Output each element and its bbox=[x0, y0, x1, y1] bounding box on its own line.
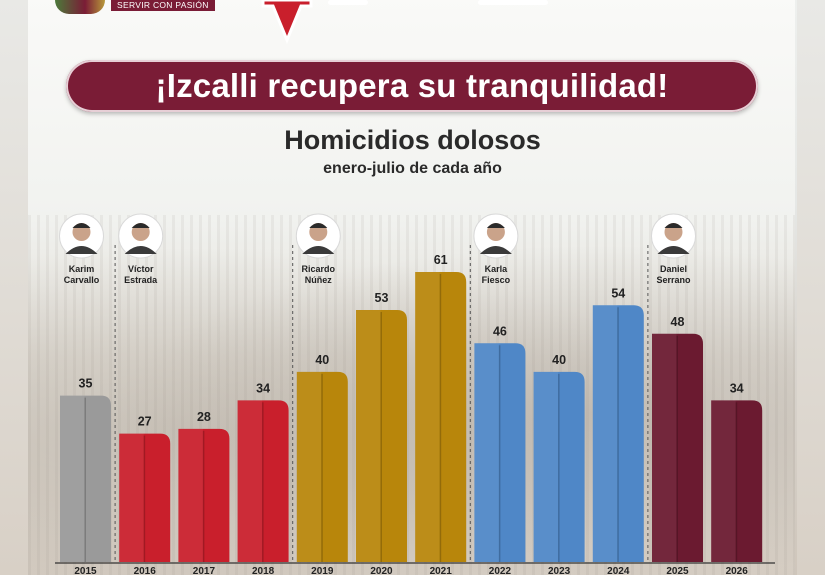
bar-highlight bbox=[356, 310, 381, 562]
portrait-body bbox=[479, 246, 512, 254]
year-label: 2020 bbox=[370, 566, 393, 575]
portrait-hair bbox=[309, 223, 328, 228]
value-label: 40 bbox=[315, 353, 329, 367]
bar-crease bbox=[143, 435, 146, 562]
bar-crease bbox=[321, 373, 323, 562]
value-label: 48 bbox=[671, 315, 685, 329]
portrait-núñez bbox=[295, 213, 341, 259]
bar-2025 bbox=[652, 333, 703, 562]
value-label: 28 bbox=[197, 410, 211, 424]
administration-name: Daniel bbox=[660, 264, 687, 274]
bar-highlight bbox=[119, 433, 144, 562]
year-label: 2018 bbox=[252, 566, 275, 575]
logo: SERVIR CON PASIÓN bbox=[55, 0, 215, 14]
portrait-body bbox=[65, 246, 98, 254]
portrait-fiesco bbox=[473, 213, 519, 259]
administration-name: Ricardo bbox=[302, 264, 336, 274]
headline: ¡Izcalli recupera su tranquilidad! bbox=[155, 67, 669, 104]
bar-2020 bbox=[356, 310, 407, 562]
top-decoration bbox=[328, 0, 548, 5]
year-label: 2017 bbox=[193, 566, 216, 575]
bar-highlight bbox=[711, 400, 736, 562]
portrait-estrada bbox=[118, 213, 164, 259]
bar-2018 bbox=[237, 400, 289, 562]
bar-crease bbox=[676, 335, 678, 562]
administration-name: Víctor bbox=[128, 264, 154, 274]
bar-highlight bbox=[237, 400, 263, 562]
bar-2016 bbox=[119, 433, 171, 562]
bar-2022 bbox=[474, 343, 526, 562]
bar-highlight bbox=[296, 371, 322, 562]
portrait-hair bbox=[131, 223, 150, 228]
year-label: 2025 bbox=[666, 566, 689, 575]
bar-highlight bbox=[415, 272, 440, 562]
year-label: 2021 bbox=[430, 566, 453, 575]
value-label: 46 bbox=[493, 324, 507, 338]
bar-2017 bbox=[178, 428, 230, 562]
year-label: 2024 bbox=[607, 566, 630, 575]
logo-text: SERVIR CON PASIÓN bbox=[111, 0, 215, 11]
value-label: 54 bbox=[611, 286, 625, 300]
bar-crease bbox=[558, 373, 560, 562]
portrait-hair bbox=[72, 223, 91, 228]
bar-highlight bbox=[652, 333, 677, 562]
value-label: 53 bbox=[375, 291, 389, 305]
chart-subtitle: enero-julio de cada año bbox=[323, 160, 502, 177]
administration-name: Karla bbox=[485, 264, 509, 274]
frame-left bbox=[0, 0, 28, 575]
year-label: 2015 bbox=[74, 566, 97, 575]
value-label: 40 bbox=[552, 353, 566, 367]
portrait-carvallo bbox=[59, 213, 104, 259]
year-label: 2023 bbox=[548, 566, 571, 575]
bar-crease bbox=[84, 397, 86, 562]
portrait-hair bbox=[486, 223, 505, 228]
bar-crease bbox=[380, 312, 382, 562]
chart-title: Homicidios dolosos bbox=[284, 125, 541, 155]
frame-right bbox=[797, 0, 825, 575]
administration-name: Carvallo bbox=[64, 275, 100, 285]
portrait-hair bbox=[664, 223, 683, 228]
bar-highlight bbox=[178, 428, 203, 562]
portrait-serrano bbox=[651, 213, 696, 259]
administration-name: Núñez bbox=[305, 275, 333, 285]
logo-emblem-icon bbox=[55, 0, 105, 14]
administration-name: Karim bbox=[69, 264, 95, 274]
year-label: 2026 bbox=[726, 566, 749, 575]
administration-name: Estrada bbox=[124, 275, 158, 285]
bar-2021 bbox=[415, 272, 467, 562]
value-label: 35 bbox=[79, 377, 93, 391]
down-arrow-icon bbox=[261, 0, 313, 44]
bar-2019 bbox=[296, 371, 348, 562]
bar-2023 bbox=[533, 371, 585, 562]
administration-name: Fiesco bbox=[482, 275, 511, 285]
bar-2024 bbox=[592, 305, 644, 562]
bar-highlight bbox=[60, 395, 85, 562]
year-label: 2016 bbox=[134, 566, 157, 575]
value-label: 34 bbox=[256, 381, 270, 395]
bar-highlight bbox=[474, 343, 499, 562]
bar-crease bbox=[262, 402, 264, 562]
bar-crease bbox=[617, 307, 619, 562]
bar-2026 bbox=[711, 400, 763, 562]
value-label: 34 bbox=[730, 381, 744, 395]
value-label: 27 bbox=[138, 415, 152, 429]
bar-highlight bbox=[533, 371, 559, 562]
administration-name: Serrano bbox=[656, 275, 691, 285]
bar-crease bbox=[735, 402, 738, 562]
bar-highlight bbox=[592, 305, 618, 562]
year-label: 2022 bbox=[489, 566, 512, 575]
bar-2015 bbox=[60, 395, 111, 562]
portrait-body bbox=[124, 246, 157, 254]
headline-banner: ¡Izcalli recupera su tranquilidad! bbox=[66, 60, 758, 112]
bar-crease bbox=[498, 345, 501, 562]
year-label: 2019 bbox=[311, 566, 334, 575]
bar-crease bbox=[439, 274, 442, 562]
value-label: 61 bbox=[434, 253, 448, 267]
portrait-body bbox=[302, 246, 335, 254]
portrait-body bbox=[657, 246, 690, 254]
bar-crease bbox=[202, 430, 205, 562]
